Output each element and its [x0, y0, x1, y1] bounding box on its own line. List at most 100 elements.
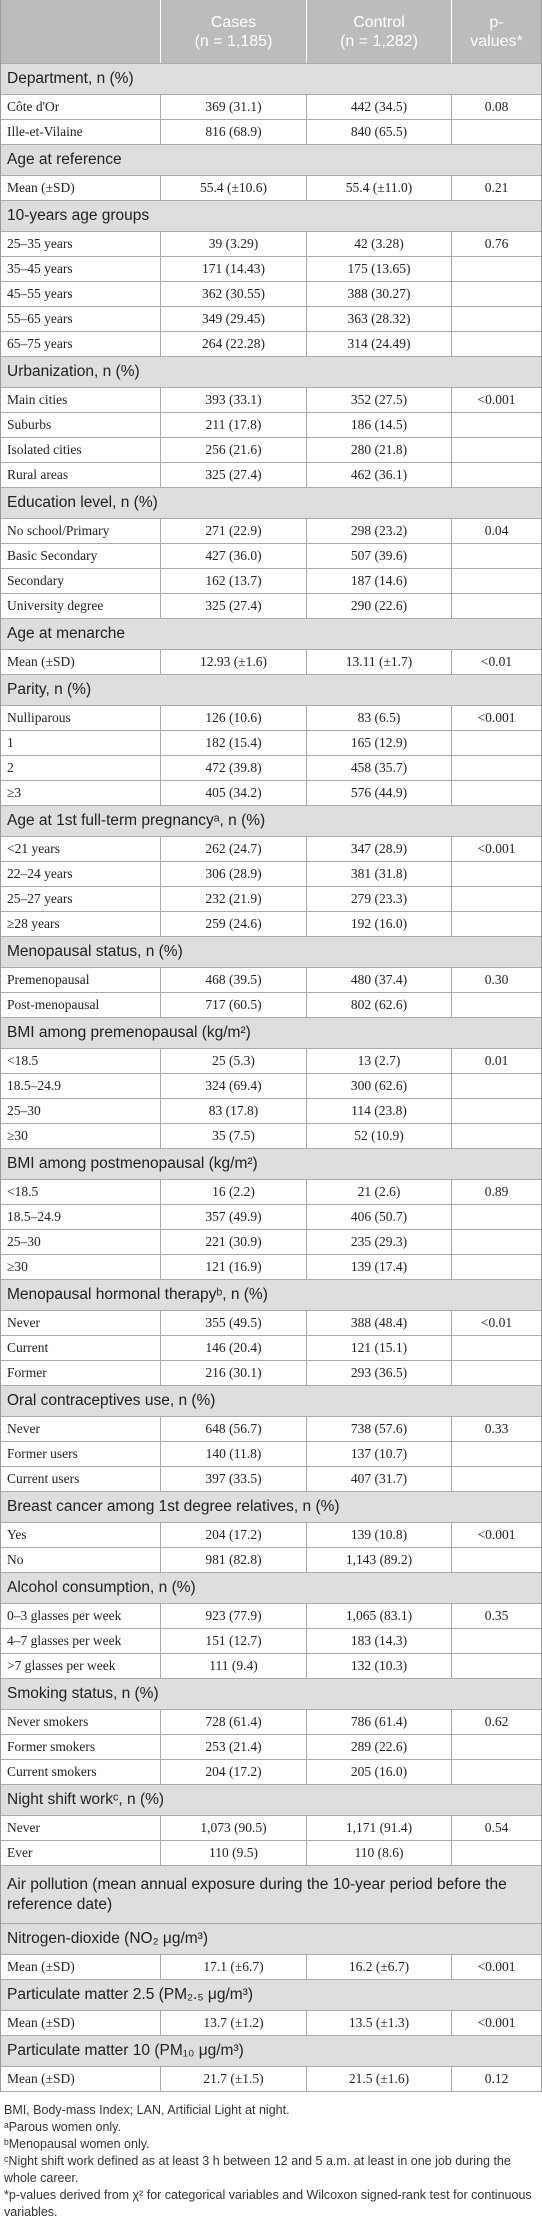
data-cell: ≥3: [1, 781, 161, 805]
data-cell: Secondary: [1, 569, 161, 593]
data-cell: 388 (30.27): [307, 282, 452, 306]
data-cell: 0.08: [484, 99, 509, 114]
data-row: Mean (±SD) 21.7 (±1.5) 21.5 (±1.6) 0.12: [1, 2067, 541, 2092]
data-cell: 211 (17.8): [161, 413, 307, 437]
data-cell: 235 (29.3): [307, 1230, 452, 1254]
data-cell: 0.12: [484, 2071, 509, 2086]
data-cell: 405 (34.2): [161, 781, 307, 805]
table: Cases (n = 1,185) Control (n = 1,282) p- v…: [0, 0, 542, 2092]
data-cell: 55.4 (±11.0): [307, 176, 452, 200]
data-cell: <0.001: [477, 1527, 516, 1542]
section-title: Menopausal hormonal therapyᵇ, n (%): [1, 1280, 541, 1311]
data-cell: University degree: [1, 594, 161, 618]
data-cell: 42 (3.28): [307, 232, 452, 256]
section-title: Particulate matter 10 (PM₁₀ μg/m³): [1, 2036, 541, 2067]
data-cell: 121 (16.9): [161, 1255, 307, 1279]
data-cell: 347 (28.9): [307, 837, 452, 861]
data-cell: [452, 731, 541, 755]
data-cell: [452, 781, 541, 805]
data-cell: 256 (21.6): [161, 438, 307, 462]
data-cell: [452, 307, 541, 331]
data-cell: 140 (11.8): [161, 1442, 307, 1466]
data-row: No 981 (82.8) 1,143 (89.2): [1, 1548, 541, 1573]
data-cell: 22–24 years: [1, 862, 161, 886]
data-cell: 0–3 glasses per week: [1, 1604, 161, 1628]
data-cell: <18.5: [1, 1049, 161, 1073]
data-cell: 362 (30.55): [161, 282, 307, 306]
data-cell: Rural areas: [1, 463, 161, 487]
data-cell: 406 (50.7): [307, 1205, 452, 1229]
data-cell: 18.5–24.9: [1, 1074, 161, 1098]
section-title: BMI among postmenopausal (kg/m²): [1, 1149, 541, 1180]
data-row: ≥3 405 (34.2) 576 (44.9): [1, 781, 541, 806]
data-row: Current users 397 (33.5) 407 (31.7): [1, 1467, 541, 1492]
data-cell: 21.7 (±1.5): [161, 2067, 307, 2091]
data-cell: 192 (16.0): [307, 912, 452, 936]
data-cell: [452, 282, 541, 306]
data-cell: 13 (2.7): [307, 1049, 452, 1073]
data-row: Never 355 (49.5) 388 (48.4) <0.01: [1, 1311, 541, 1336]
data-cell: Main cities: [1, 388, 161, 412]
data-cell: 25–30: [1, 1230, 161, 1254]
data-row: Never smokers 728 (61.4) 786 (61.4) 0.62: [1, 1710, 541, 1735]
data-cell: 923 (77.9): [161, 1604, 307, 1628]
data-cell: <0.001: [477, 710, 516, 725]
data-cell: 388 (48.4): [307, 1311, 452, 1335]
data-cell: 325 (27.4): [161, 594, 307, 618]
data-row: ≥30 35 (7.5) 52 (10.9): [1, 1124, 541, 1149]
data-cell: 458 (35.7): [307, 756, 452, 780]
data-row: 25–30 221 (30.9) 235 (29.3): [1, 1230, 541, 1255]
section-title: BMI among premenopausal (kg/m²): [1, 1018, 541, 1049]
data-cell: 83 (17.8): [161, 1099, 307, 1123]
data-cell: 126 (10.6): [161, 706, 307, 730]
data-cell: [452, 1629, 541, 1653]
footnote: ᵃParous women only.: [4, 2120, 121, 2134]
data-cell: 55–65 years: [1, 307, 161, 331]
data-cell: [452, 463, 541, 487]
data-cell: Never: [1, 1311, 161, 1335]
data-row: <18.5 25 (5.3) 13 (2.7) 0.01: [1, 1049, 541, 1074]
data-row: University degree 325 (27.4) 290 (22.6): [1, 594, 541, 619]
header-cell: p- values*: [470, 13, 523, 50]
section-title: Urbanization, n (%): [1, 357, 541, 388]
data-cell: 325 (27.4): [161, 463, 307, 487]
data-cell: 1,073 (90.5): [161, 1816, 307, 1840]
data-cell: 1,143 (89.2): [307, 1548, 452, 1572]
data-cell: 472 (39.8): [161, 756, 307, 780]
section-title: Oral contraceptives use, n (%): [1, 1386, 541, 1417]
data-cell: 139 (17.4): [307, 1255, 452, 1279]
data-cell: 717 (60.5): [161, 993, 307, 1017]
footnote: BMI, Body-mass Index; LAN, Artificial Li…: [4, 2103, 290, 2117]
data-row: Secondary 162 (13.7) 187 (14.6): [1, 569, 541, 594]
data-row: 18.5–24.9 324 (69.4) 300 (62.6): [1, 1074, 541, 1099]
data-cell: [452, 332, 541, 356]
footnote: *p-values derived from χ² for categorica…: [4, 2188, 532, 2219]
data-cell: 139 (10.8): [307, 1523, 452, 1547]
data-row: Never 648 (56.7) 738 (57.6) 0.33: [1, 1417, 541, 1442]
data-cell: 0.76: [484, 236, 509, 251]
data-cell: [452, 1654, 541, 1678]
data-row: No school/Primary 271 (22.9) 298 (23.2) 0.0…: [1, 519, 541, 544]
section-title: Age at reference: [1, 145, 541, 176]
data-cell: 110 (9.5): [161, 1841, 307, 1865]
data-cell: 0.35: [484, 1608, 509, 1623]
data-cell: [452, 438, 541, 462]
data-cell: [452, 1205, 541, 1229]
data-cell: 35–45 years: [1, 257, 161, 281]
data-row: 55–65 years 349 (29.45) 363 (28.32): [1, 307, 541, 332]
section-title: Alcohol consumption, n (%): [1, 1573, 541, 1604]
data-row: Mean (±SD) 12.93 (±1.6) 13.11 (±1.7) <0.01: [1, 650, 541, 675]
data-cell: 13.5 (±1.3): [307, 2011, 452, 2035]
data-row: 25–27 years 232 (21.9) 279 (23.3): [1, 887, 541, 912]
data-cell: 13.11 (±1.7): [307, 650, 452, 674]
data-cell: [452, 1841, 541, 1865]
data-cell: Nulliparous: [1, 706, 161, 730]
data-cell: ≥30: [1, 1124, 161, 1148]
data-cell: [452, 1467, 541, 1491]
data-cell: Mean (±SD): [1, 650, 161, 674]
data-cell: 507 (39.6): [307, 544, 452, 568]
data-cell: [452, 594, 541, 618]
data-row: 0–3 glasses per week 923 (77.9) 1,065 (83.…: [1, 1604, 541, 1629]
data-cell: [452, 1099, 541, 1123]
